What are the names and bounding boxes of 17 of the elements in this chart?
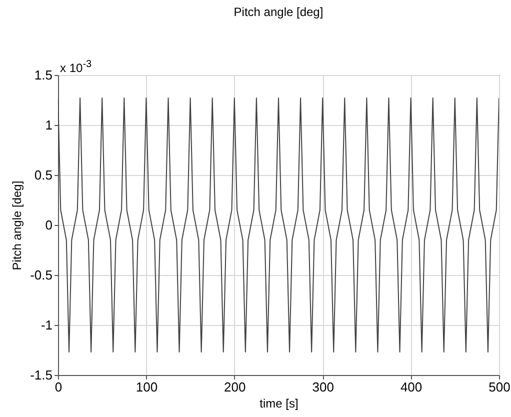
x-tick-label: 200 (224, 380, 246, 394)
y-tick-label: 1 (45, 118, 52, 132)
y-tick-label: -1.5 (30, 368, 52, 382)
x-axis-title: time [s] (260, 396, 298, 410)
y-tick-label: 0 (45, 218, 52, 232)
text: x 10$^{-3}$ (60, 58, 92, 75)
x-tick-label: 0 (54, 380, 62, 394)
x-tick-label: 400 (400, 380, 422, 394)
y-tick-label: 1.5 (34, 68, 52, 82)
chart-title: Pitch angle [deg] (234, 5, 324, 19)
x-tick-label: 100 (136, 380, 158, 394)
y-tick-label: -0.5 (30, 268, 52, 282)
y-tick-label: 0.5 (34, 168, 52, 182)
y-axis-title: Pitch angle [deg] (10, 180, 24, 270)
x-tick-label: 500 (488, 380, 510, 394)
y-tick-label: -1 (40, 318, 52, 332)
x-tick-label: 300 (312, 380, 334, 394)
